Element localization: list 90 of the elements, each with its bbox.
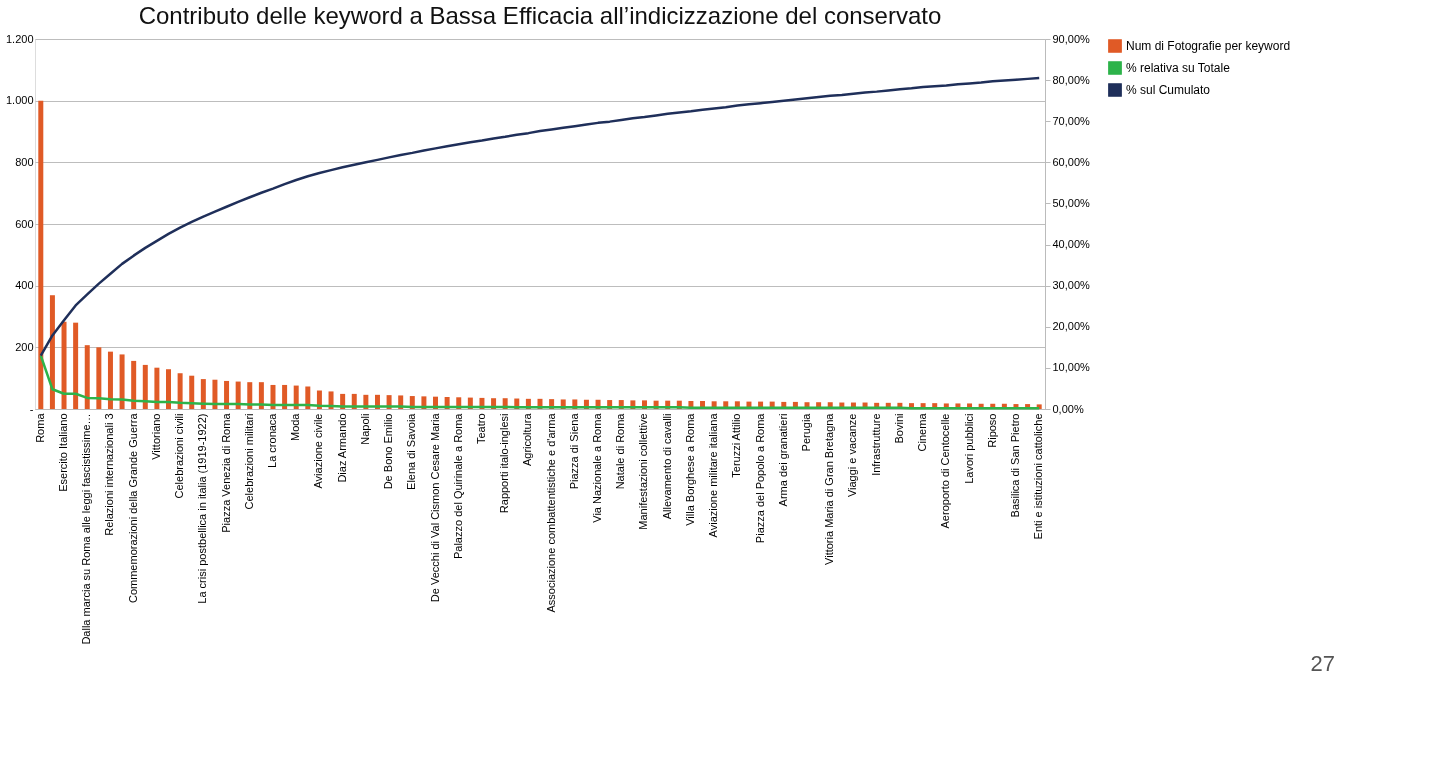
bar: [224, 380, 230, 409]
y-tick-label: 800: [15, 155, 34, 168]
text: 27: [1310, 651, 1335, 676]
x-tick-label: Allevamento di cavalli: [660, 413, 673, 520]
x-tick-label: Moda: [289, 412, 302, 442]
x-tick-label: Piazza del Popolo a Roma: [753, 412, 766, 544]
y2-tick-label: 30,00%: [1052, 279, 1091, 292]
x-tick-label: Diaz Armando: [335, 413, 348, 483]
x-tick-label: Lavori pubblici: [962, 413, 975, 484]
legend-label: % relativa su Totale: [1126, 61, 1231, 75]
y2-tick-label: 20,00%: [1052, 320, 1091, 333]
bar: [84, 345, 90, 409]
x-tick-label: Dalla marcia su Roma alle leggi fascistissime…: [80, 413, 93, 645]
x-tick-label: Viaggi e vacanze: [846, 413, 859, 498]
x-tick-label: Via Nazionale a Roma: [591, 412, 604, 523]
x-tick-label: Basilica di San Pietro: [1008, 413, 1021, 518]
bar: [119, 354, 125, 409]
x-tick-label: Aeroporto di Centocelle: [939, 413, 952, 529]
y-tick-label: 1.000: [5, 94, 34, 107]
bar: [166, 369, 172, 409]
x-tick-label: Manifestazioni collettive: [637, 413, 650, 530]
x-tick-label: Associazione combattentistiche e d'arma: [544, 412, 557, 613]
x-tick-label: Roma: [33, 412, 46, 443]
y2-tick-label: 60,00%: [1052, 155, 1091, 168]
x-tick-label: La crisi postbellica in italia (1919-1922): [196, 413, 209, 604]
x-tick-label: Piazza di Siena: [567, 412, 580, 490]
x-tick-label: Piazza Venezia di Roma: [219, 412, 232, 533]
y2-tick-label: 80,00%: [1052, 73, 1091, 86]
x-tick-label: Commemorazioni della Grande Guerra: [126, 412, 139, 604]
x-tick-label: Aviazione militare italiana: [707, 412, 720, 538]
bar: [142, 364, 148, 409]
bar: [38, 100, 44, 409]
y2-tick-label: 10,00%: [1052, 361, 1091, 374]
line-series: [39, 76, 1041, 357]
x-tick-label: Celebrazioni civili: [173, 413, 186, 499]
y-tick-label: 600: [15, 217, 34, 230]
bar: [61, 321, 67, 409]
bar: [270, 384, 276, 409]
bar: [107, 351, 113, 409]
bar: [212, 379, 218, 409]
y2-tick-label: 90,00%: [1052, 32, 1091, 45]
x-tick-label: De Bono Emilio: [382, 413, 395, 490]
bar: [200, 379, 206, 409]
x-tick-label: Agricoltura: [521, 412, 534, 467]
x-tick-label: Villa Borghese a Roma: [683, 412, 696, 526]
x-tick-label: Natale di Roma: [614, 412, 627, 490]
y-tick-label: 200: [15, 340, 34, 353]
bar: [96, 347, 102, 409]
line-series: [39, 354, 1041, 410]
y2-tick-label: 70,00%: [1052, 114, 1091, 127]
x-tick-label: Cinema: [916, 412, 929, 452]
x-tick-label: La cronaca: [265, 412, 278, 468]
x-tick-label: Arma dei granatieri: [776, 413, 789, 507]
x-tick-label: Infrastrutture: [869, 413, 882, 476]
x-tick-label: Enti e istituzioni cattoliche: [1032, 413, 1045, 540]
x-tick-label: De Vecchi di Val Cismon Cesare Maria: [428, 412, 441, 603]
x-tick-label: Aviazione civile: [312, 413, 325, 489]
bar: [154, 367, 160, 409]
y2-tick-label: 40,00%: [1052, 238, 1091, 251]
chart-title: Contributo delle keyword a Bassa Efficacia all’indicizzazione del conservato: [138, 2, 942, 29]
x-tick-label: Vittoria Maria di Gran Bretagna: [823, 412, 836, 565]
bar: [282, 384, 288, 409]
x-tick-label: Rapporti italo-inglesi: [498, 413, 511, 514]
bar: [189, 375, 195, 409]
bar: [131, 360, 137, 409]
y2-tick-label: 0,00%: [1052, 402, 1084, 415]
bar: [73, 322, 79, 409]
x-tick-label: Esercito Italiano: [57, 413, 70, 492]
x-tick-label: Napoli: [358, 413, 371, 445]
y-tick-label: 400: [15, 279, 34, 292]
bar: [49, 295, 55, 409]
legend-label: Num di Fotografie per keyword: [1126, 39, 1291, 53]
x-tick-label: Relazioni internazionali 3: [103, 413, 116, 536]
legend-label: % sul Cumulato: [1126, 83, 1211, 97]
x-tick-label: Teatro: [474, 413, 487, 445]
y-tick-label: 1.200: [5, 32, 34, 45]
bar: [305, 386, 311, 409]
y-tick-label: -: [29, 402, 34, 415]
y2-tick-label: 50,00%: [1052, 196, 1091, 209]
x-tick-label: Teruzzi Attilio: [730, 413, 743, 478]
x-tick-label: Celebrazioni militari: [242, 413, 255, 510]
bar: [235, 381, 241, 409]
bar: [293, 385, 299, 409]
x-tick-label: Palazzo del Quirinale a Roma: [451, 412, 464, 560]
x-tick-label: Riposo: [985, 413, 998, 448]
x-tick-label: Bovini: [892, 413, 905, 444]
x-tick-label: Perugia: [800, 412, 813, 452]
bar: [177, 373, 183, 409]
x-tick-label: Elena di Savoia: [405, 412, 418, 490]
x-tick-label: Vittoriano: [149, 413, 162, 460]
